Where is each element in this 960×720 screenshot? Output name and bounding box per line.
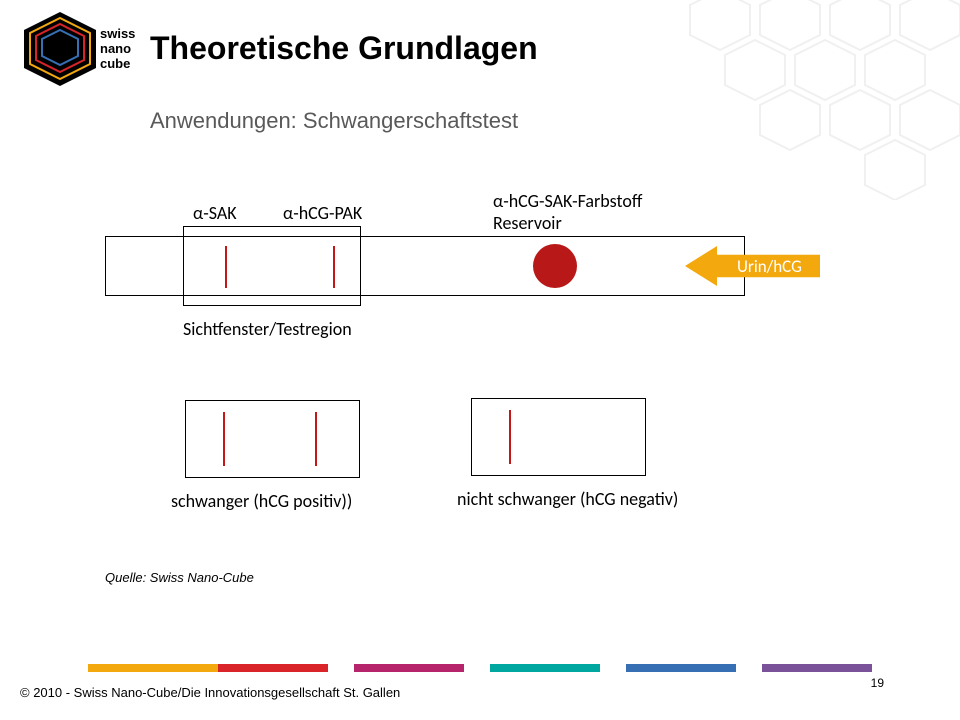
dye-reservoir-dot (533, 244, 577, 288)
copyright-text: © 2010 - Swiss Nano-Cube/Die Innovations… (20, 685, 400, 700)
urine-label: Urin/hCG (737, 256, 802, 277)
label-not-pregnant: nicht schwanger (hCG negativ) (457, 488, 678, 510)
colorbar-seg-4 (464, 664, 490, 672)
colorbar-seg-3 (354, 664, 464, 672)
source-caption: Quelle: Swiss Nano-Cube (105, 570, 254, 585)
label-alpha-sak: α-SAK (193, 202, 237, 224)
result-box-pregnant (185, 400, 360, 478)
result-pregnant-line-0 (223, 412, 225, 466)
result-pregnant-line-1 (315, 412, 317, 466)
colorbar-seg-0 (88, 664, 218, 672)
result-box-not_pregnant (471, 398, 646, 476)
colorbar-seg-8 (736, 664, 762, 672)
hex-background (680, 0, 960, 200)
label-reservoir-l1: α-hCG-SAK-Farbstoff (493, 190, 642, 212)
label-reservoir-l2: Reservoir (493, 212, 562, 234)
colorbar-offset (0, 664, 88, 672)
footer-color-bar (0, 664, 960, 672)
label-window: Sichtfenster/Testregion (183, 318, 352, 340)
colorbar-seg-6 (600, 664, 626, 672)
result-not_pregnant-line-0 (509, 410, 511, 464)
colorbar-seg-2 (328, 664, 354, 672)
colorbar-seg-9 (762, 664, 872, 672)
colorbar-seg-5 (490, 664, 600, 672)
svg-text:nano: nano (100, 41, 131, 56)
label-alpha-hcg-pak: α-hCG-PAK (283, 202, 362, 224)
colorbar-seg-7 (626, 664, 736, 672)
swiss-nano-cube-logo: swiss nano cube (18, 8, 138, 108)
main-strip-line-0 (225, 246, 227, 288)
diagram-area: Urin/hCG α-SAK α-hCG-PAK α-hCG-SAK-Farbstof… (105, 190, 845, 530)
page-number: 19 (871, 676, 884, 690)
slide-title: Theoretische Grundlagen (150, 30, 538, 67)
svg-text:swiss: swiss (100, 26, 135, 41)
colorbar-seg-1 (218, 664, 328, 672)
svg-text:cube: cube (100, 56, 130, 71)
slide-subtitle: Anwendungen: Schwangerschaftstest (150, 108, 518, 134)
label-pregnant: schwanger (hCG positiv)) (171, 490, 352, 512)
main-strip-line-1 (333, 246, 335, 288)
